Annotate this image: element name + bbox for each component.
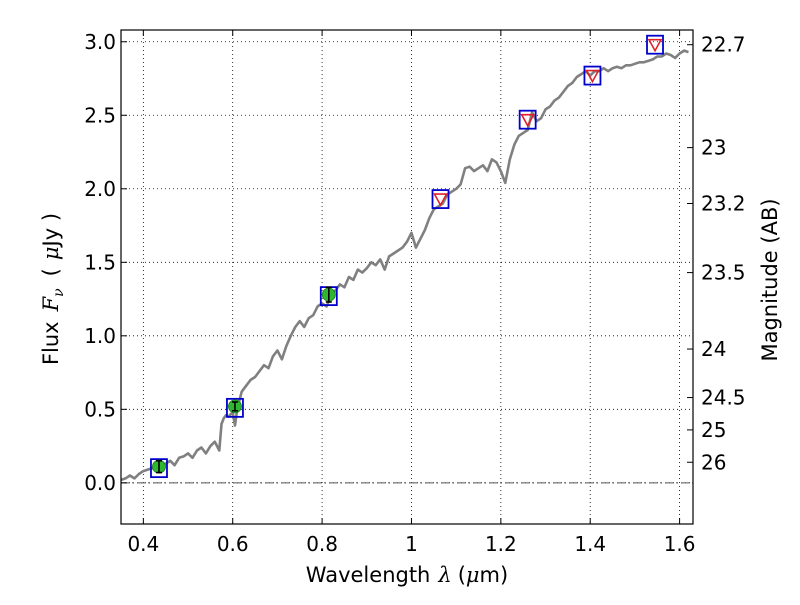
x-axis-title-symbol: λ <box>437 563 451 587</box>
series-open-square <box>150 34 664 479</box>
y-tick-label: 1.5 <box>84 250 116 274</box>
y2-axis-title: Magnitude (AB) <box>758 198 782 361</box>
y2-tick-label: 23.2 <box>701 191 746 215</box>
y2-tick-label: 26 <box>701 450 726 474</box>
y-axis-title-prefix: Flux <box>39 321 63 365</box>
series-line <box>120 49 689 482</box>
spectrum-line <box>120 49 689 482</box>
y2-tick-label: 24.5 <box>701 386 746 410</box>
x-tick-label: 1 <box>405 532 418 556</box>
plot-frame <box>120 29 694 525</box>
x-tick-label: 0.6 <box>217 532 249 556</box>
y-tick-label: 3.0 <box>84 30 116 54</box>
series-open-triangle-down <box>433 38 663 207</box>
y-axis-title-unit-rest: Jy ) <box>39 213 63 249</box>
series <box>120 34 689 482</box>
x-axis-ticks: 0.4 0.6 0.8 1 1.2 1.4 1.6 <box>127 30 696 556</box>
y2-tick-label: 23 <box>701 136 726 160</box>
y-tick-label: 2.0 <box>84 177 116 201</box>
x-axis-title-prefix: Wavelength <box>306 563 431 587</box>
y-tick-label: 0.5 <box>84 397 116 421</box>
y-axis-title-unit-open: ( <box>39 268 63 276</box>
y2-tick-label: 22.7 <box>701 33 746 57</box>
y-axis-ticks: 0.0 0.5 1.0 1.5 2.0 2.5 3.0 <box>84 30 127 495</box>
x-tick-label: 1.4 <box>574 532 606 556</box>
y-tick-label: 2.5 <box>84 103 116 127</box>
x-axis-title: Wavelength λ (μm) <box>306 563 508 587</box>
y2-tick-label: 25 <box>701 418 726 442</box>
x-axis-title-unit-open: ( <box>458 563 466 587</box>
x-tick-label: 0.4 <box>127 532 159 556</box>
photometry-square-5 <box>583 65 602 86</box>
y-axis-title: Flux Fν ( μJy ) <box>39 213 67 365</box>
photometry-square-6 <box>646 34 664 55</box>
y2-tick-label: 23.5 <box>701 261 746 285</box>
observed-triangle-1 <box>520 113 536 128</box>
y-axis-title-subscript: ν <box>51 288 67 297</box>
y2-axis-ticks: 22.7 23 23.2 23.5 24 24.5 25 26 <box>687 33 746 474</box>
y2-tick-label: 24 <box>701 337 726 361</box>
photometry-square-4 <box>518 109 537 130</box>
y-axis-title-unit-mu: μ <box>39 246 63 260</box>
photometry-square-3 <box>431 189 450 209</box>
y-tick-label: 1.0 <box>84 324 116 348</box>
x-tick-label: 0.8 <box>306 532 338 556</box>
observed-triangle-2 <box>585 69 600 84</box>
x-axis-title-unit-mu: μ <box>466 563 480 587</box>
photometry-square-1 <box>226 397 244 418</box>
x-tick-label: 1.6 <box>664 532 696 556</box>
x-tick-label: 1.2 <box>485 532 517 556</box>
series-filled-circle-errorbar <box>152 286 336 474</box>
y-axis-title-symbol: F <box>39 295 63 312</box>
x-axis-title-unit-rest: m) <box>480 563 509 587</box>
observed-triangle-3 <box>647 38 663 53</box>
photometry-square-0 <box>150 458 168 479</box>
y-tick-label: 0.0 <box>84 471 116 495</box>
observed-triangle-0 <box>433 193 448 207</box>
